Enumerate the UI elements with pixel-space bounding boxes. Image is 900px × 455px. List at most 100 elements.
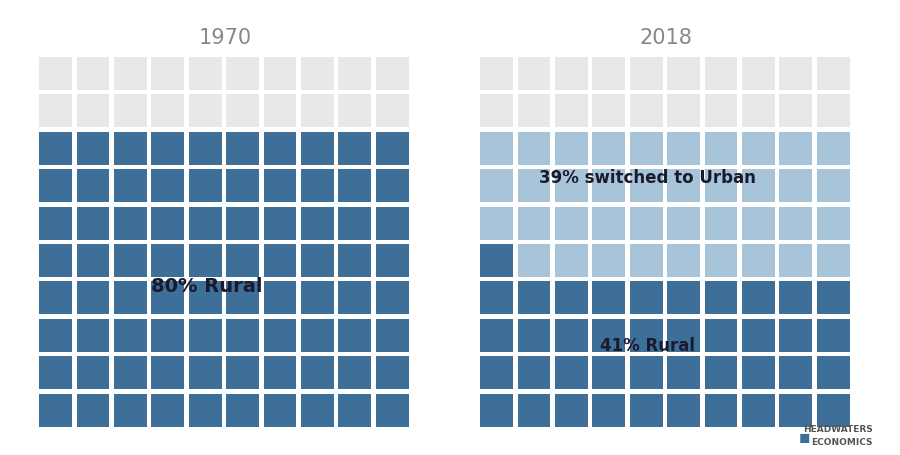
Bar bbox=[667, 282, 700, 315]
Bar bbox=[630, 356, 662, 389]
Bar bbox=[76, 132, 110, 166]
Bar bbox=[226, 170, 259, 203]
Bar bbox=[592, 207, 626, 240]
Bar bbox=[375, 132, 409, 166]
Bar bbox=[301, 95, 334, 128]
Bar bbox=[518, 58, 551, 91]
Bar bbox=[264, 356, 296, 389]
Bar bbox=[76, 356, 110, 389]
Bar bbox=[338, 356, 371, 389]
Bar bbox=[301, 170, 334, 203]
Text: HEADWATERS
ECONOMICS: HEADWATERS ECONOMICS bbox=[803, 425, 873, 446]
Bar bbox=[667, 58, 700, 91]
Bar bbox=[592, 319, 626, 352]
Bar bbox=[779, 58, 812, 91]
Bar bbox=[338, 58, 371, 91]
Bar bbox=[40, 207, 72, 240]
Bar bbox=[481, 319, 513, 352]
Bar bbox=[114, 394, 147, 427]
Bar bbox=[301, 282, 334, 315]
Bar bbox=[114, 170, 147, 203]
Bar bbox=[264, 394, 296, 427]
Bar bbox=[779, 394, 812, 427]
Bar bbox=[264, 170, 296, 203]
Bar bbox=[705, 319, 737, 352]
Bar bbox=[151, 95, 184, 128]
Bar bbox=[816, 319, 850, 352]
Bar bbox=[226, 207, 259, 240]
Bar bbox=[518, 394, 551, 427]
Bar bbox=[742, 244, 775, 278]
Bar bbox=[114, 95, 147, 128]
Bar bbox=[151, 244, 184, 278]
Bar bbox=[151, 319, 184, 352]
Bar bbox=[76, 282, 110, 315]
Bar bbox=[667, 95, 700, 128]
Bar bbox=[264, 282, 296, 315]
Bar bbox=[816, 244, 850, 278]
Bar bbox=[189, 58, 221, 91]
Bar bbox=[114, 319, 147, 352]
Bar bbox=[338, 319, 371, 352]
Bar bbox=[189, 356, 221, 389]
Bar bbox=[301, 58, 334, 91]
Bar bbox=[630, 58, 662, 91]
Title: 2018: 2018 bbox=[640, 28, 692, 47]
Bar bbox=[338, 170, 371, 203]
Bar bbox=[40, 132, 72, 166]
Bar bbox=[518, 282, 551, 315]
Bar bbox=[742, 132, 775, 166]
Bar bbox=[40, 356, 72, 389]
Bar bbox=[301, 244, 334, 278]
Bar bbox=[779, 319, 812, 352]
Bar bbox=[555, 356, 588, 389]
Bar bbox=[667, 170, 700, 203]
Bar bbox=[226, 244, 259, 278]
Bar bbox=[592, 282, 626, 315]
Bar bbox=[338, 95, 371, 128]
Bar bbox=[338, 394, 371, 427]
Bar bbox=[481, 356, 513, 389]
Bar bbox=[816, 170, 850, 203]
Bar bbox=[592, 132, 626, 166]
Bar bbox=[705, 132, 737, 166]
Bar bbox=[518, 319, 551, 352]
Bar bbox=[151, 282, 184, 315]
Bar bbox=[555, 170, 588, 203]
Bar bbox=[40, 394, 72, 427]
Bar bbox=[667, 394, 700, 427]
Bar bbox=[518, 356, 551, 389]
Bar bbox=[705, 95, 737, 128]
Bar bbox=[76, 95, 110, 128]
Bar bbox=[301, 319, 334, 352]
Bar bbox=[518, 95, 551, 128]
Bar bbox=[40, 95, 72, 128]
Bar bbox=[779, 356, 812, 389]
Bar bbox=[375, 207, 409, 240]
Bar bbox=[816, 95, 850, 128]
Bar bbox=[226, 58, 259, 91]
Bar bbox=[189, 282, 221, 315]
Bar bbox=[705, 394, 737, 427]
Bar bbox=[40, 319, 72, 352]
Bar bbox=[667, 207, 700, 240]
Bar bbox=[481, 132, 513, 166]
Bar bbox=[189, 207, 221, 240]
Bar bbox=[481, 170, 513, 203]
Bar bbox=[338, 244, 371, 278]
Bar bbox=[742, 394, 775, 427]
Bar bbox=[264, 207, 296, 240]
Bar bbox=[114, 58, 147, 91]
Bar bbox=[226, 132, 259, 166]
Bar bbox=[189, 170, 221, 203]
Bar bbox=[555, 282, 588, 315]
Bar bbox=[555, 207, 588, 240]
Bar bbox=[555, 95, 588, 128]
Bar bbox=[816, 132, 850, 166]
Bar bbox=[630, 207, 662, 240]
Bar bbox=[742, 207, 775, 240]
Bar bbox=[779, 207, 812, 240]
Bar bbox=[705, 244, 737, 278]
Bar bbox=[114, 282, 147, 315]
Bar bbox=[592, 170, 626, 203]
